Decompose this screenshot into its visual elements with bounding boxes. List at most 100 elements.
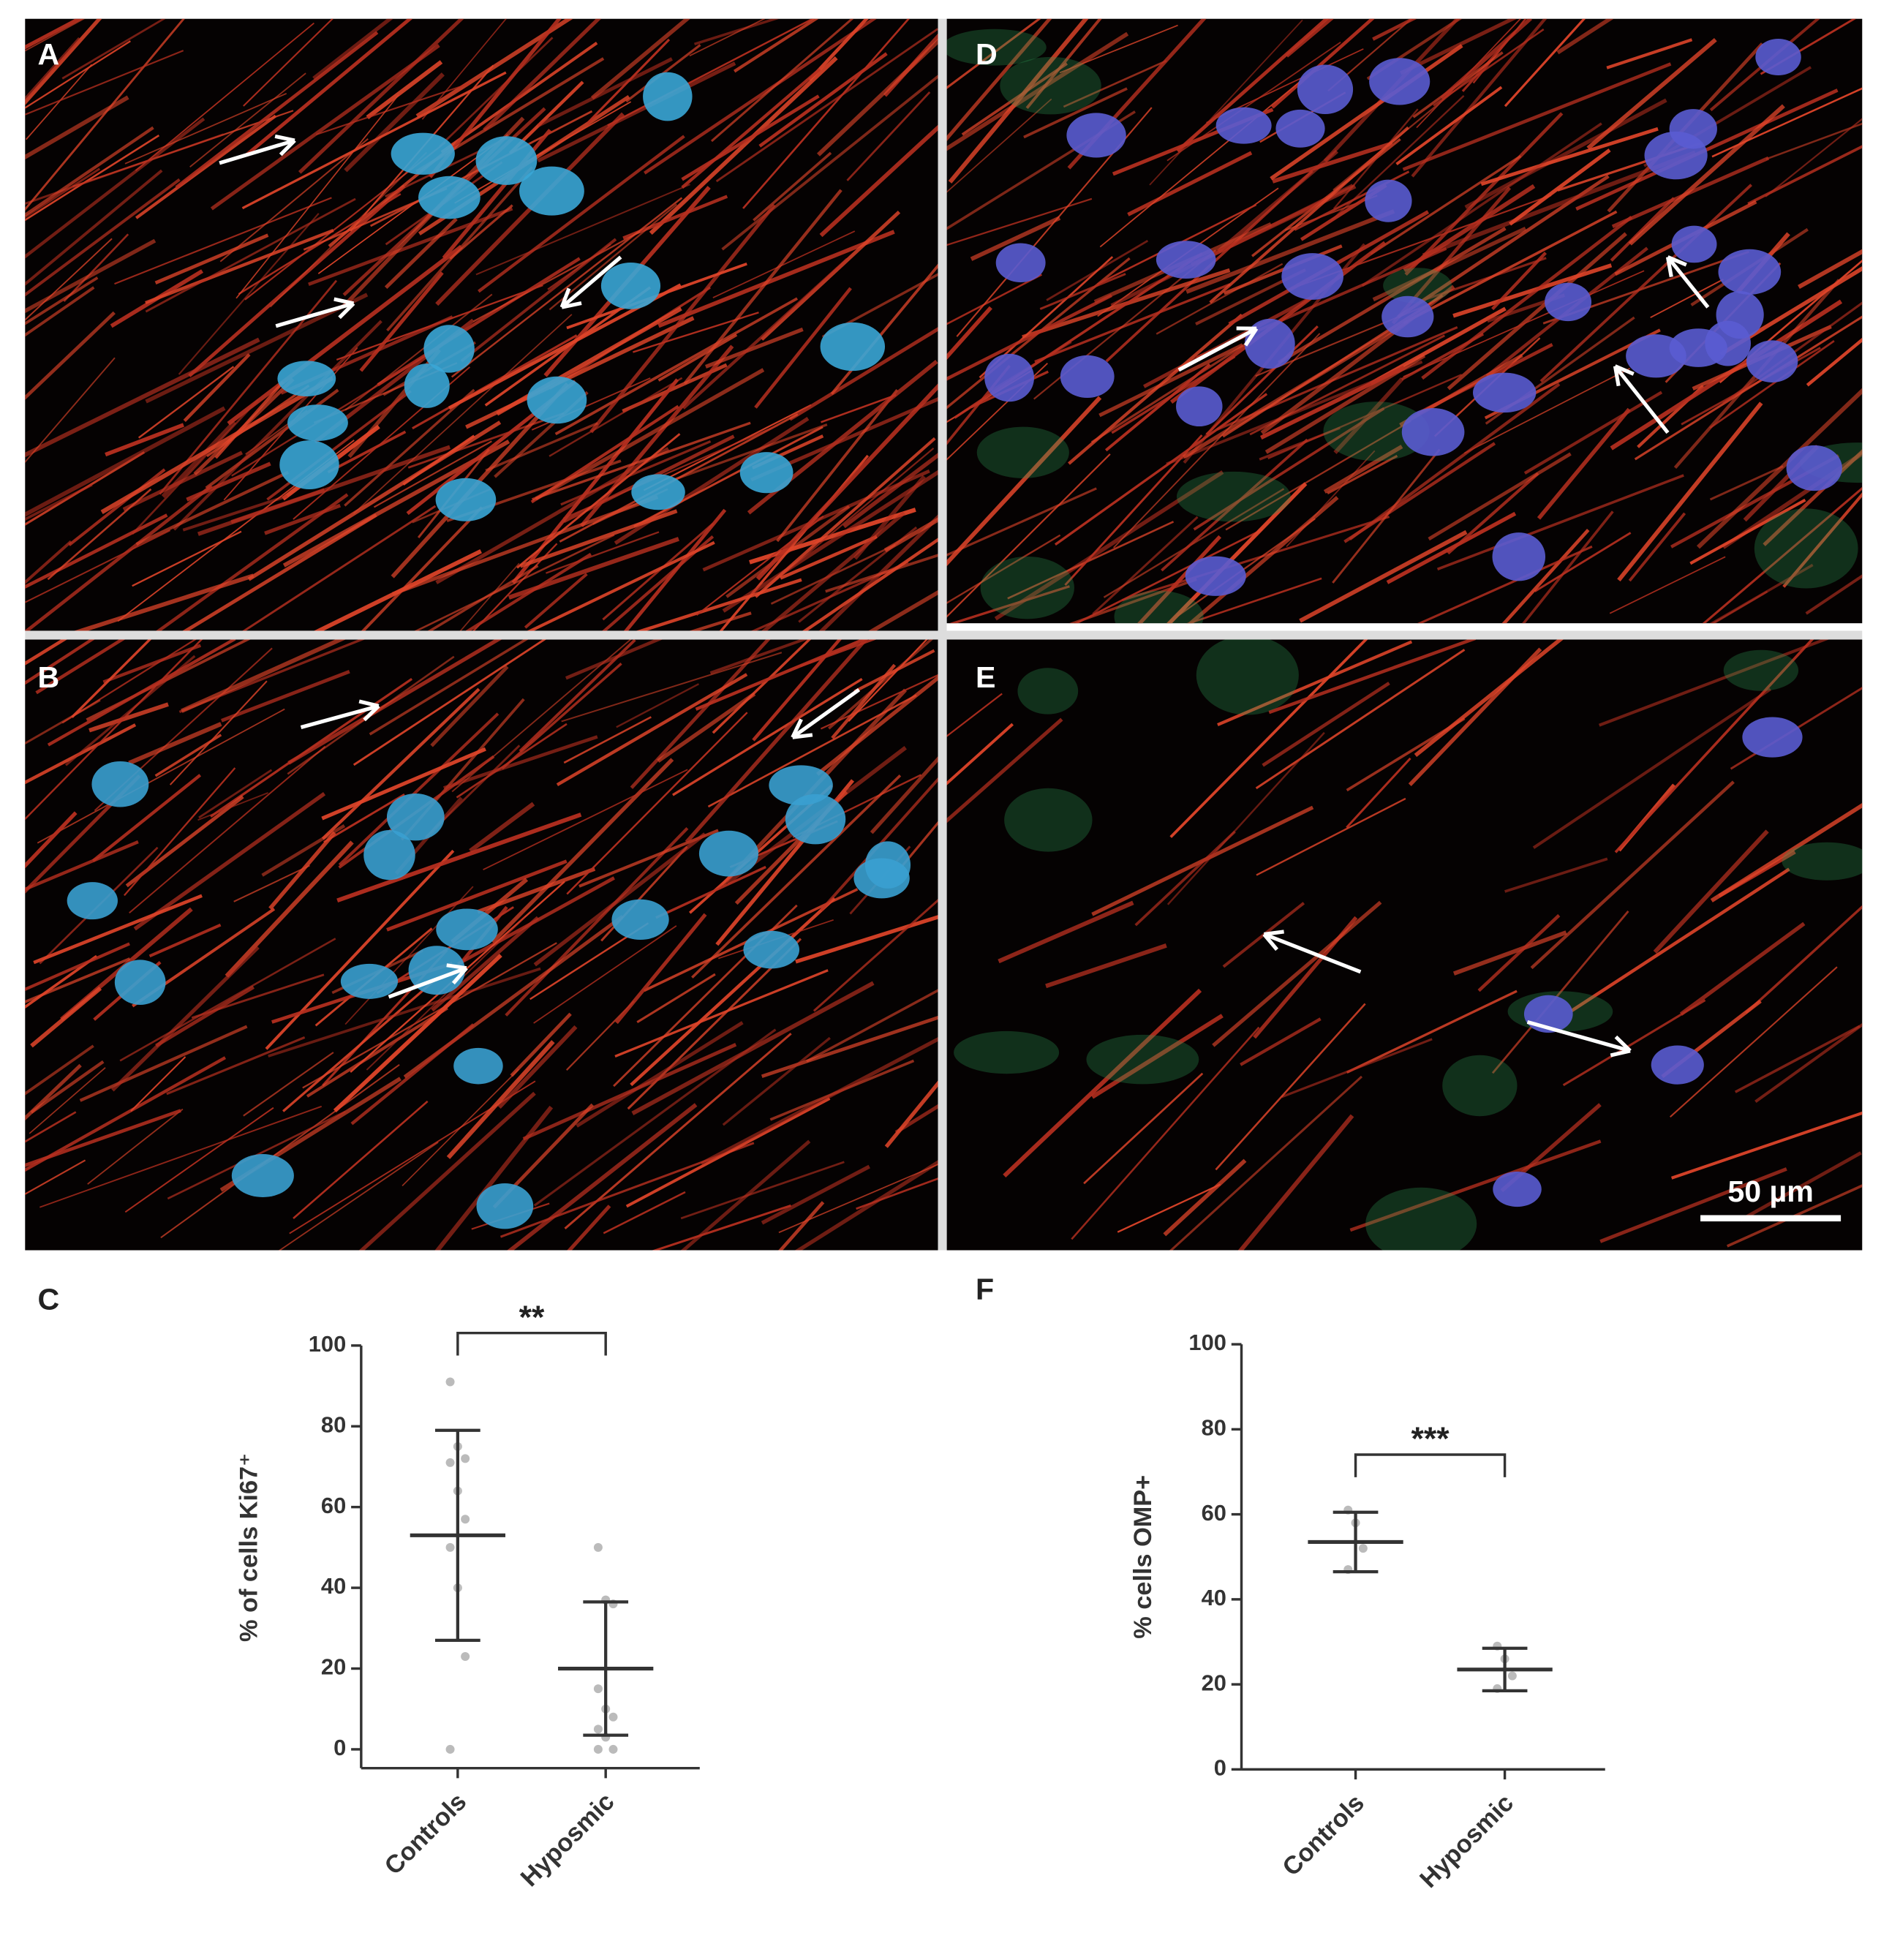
omp-signal — [1196, 639, 1299, 715]
actin-fiber — [25, 286, 95, 337]
actin-fiber — [25, 238, 157, 314]
actin-fiber — [235, 94, 399, 299]
actin-fiber — [1259, 365, 1406, 440]
actin-fiber — [1416, 18, 1522, 129]
nucleus — [1671, 225, 1717, 263]
actin-fiber — [1710, 802, 1863, 902]
arrow-head — [1243, 327, 1259, 347]
nucleus — [1786, 445, 1842, 491]
omp-signal — [1004, 788, 1093, 852]
actin-fiber — [1209, 126, 1409, 304]
actin-fiber — [110, 946, 260, 1092]
actin-fiber — [197, 792, 268, 821]
nucleus — [1545, 282, 1592, 322]
actin-fiber — [946, 717, 1063, 823]
actin-fiber — [1327, 454, 1398, 495]
actin-fiber — [1074, 528, 1263, 624]
actin-fiber — [25, 699, 101, 745]
actin-fiber — [1372, 226, 1527, 302]
actin-fiber — [1403, 210, 1618, 325]
y-axis-label: % of cells Ki67⁺ — [235, 1453, 263, 1642]
actin-fiber — [25, 126, 154, 217]
actin-fiber — [556, 673, 748, 787]
actin-fiber — [815, 675, 938, 776]
actin-fiber — [813, 899, 938, 1012]
actin-fiber — [25, 18, 86, 52]
actin-fiber — [446, 1040, 555, 1159]
nucleus — [611, 899, 669, 941]
actin-fiber — [1270, 44, 1463, 181]
nucleus — [1066, 113, 1126, 158]
arrow-shaft — [1526, 1019, 1631, 1053]
micrograph — [946, 639, 1863, 1251]
arrow — [275, 297, 355, 328]
actin-fiber — [563, 716, 652, 764]
actin-fiber — [1586, 38, 1717, 150]
actin-fiber — [1092, 516, 1199, 615]
actin-fiber — [1059, 24, 1178, 74]
data-point — [461, 1515, 470, 1524]
actin-fiber — [243, 18, 334, 107]
actin-fiber — [344, 72, 445, 173]
actin-fiber — [883, 517, 938, 553]
nucleus — [631, 474, 685, 510]
actin-fiber — [315, 83, 470, 136]
actin-fiber — [655, 865, 766, 919]
actin-fiber — [129, 745, 326, 913]
actin-fiber — [1782, 492, 1863, 588]
nucleus — [1755, 39, 1801, 76]
actin-fiber — [182, 494, 288, 532]
actin-fiber — [1570, 867, 1790, 1013]
data-point — [1507, 1671, 1517, 1681]
actin-fiber — [483, 18, 602, 132]
actin-fiber — [561, 652, 783, 723]
actin-fiber — [527, 540, 715, 631]
arrow-head — [451, 967, 468, 985]
actin-fiber — [603, 1191, 686, 1235]
actin-fiber — [430, 665, 509, 747]
actin-fiber — [221, 670, 350, 723]
nucleus — [386, 794, 445, 841]
actin-fiber — [853, 475, 926, 560]
actin-fiber — [1034, 283, 1231, 363]
nucleus — [1381, 295, 1434, 338]
actin-fiber — [1386, 511, 1517, 584]
actin-fiber — [900, 821, 938, 868]
actin-fiber — [1395, 86, 1503, 166]
actin-fiber — [580, 344, 734, 527]
arrow-head — [446, 963, 467, 970]
actin-fiber — [1463, 367, 1631, 454]
actin-fiber — [63, 233, 129, 302]
actin-fiber — [1628, 512, 1686, 582]
actin-fiber — [25, 311, 116, 400]
actin-fiber — [1401, 333, 1485, 381]
actin-fiber — [657, 333, 738, 382]
actin-fiber — [25, 357, 116, 464]
nucleus — [435, 478, 497, 521]
actin-fiber — [261, 823, 346, 877]
actin-fiber — [33, 894, 203, 965]
nucleus — [1493, 1171, 1542, 1207]
omp-signal — [1723, 649, 1799, 691]
actin-fiber — [265, 849, 455, 1050]
arrow-head — [1264, 930, 1284, 936]
actin-fiber — [750, 397, 938, 482]
actin-fiber — [25, 50, 184, 116]
actin-fiber — [630, 897, 836, 1087]
actin-fiber — [1349, 1139, 1602, 1232]
data-point — [593, 1725, 603, 1734]
data-point — [1358, 1544, 1368, 1553]
actin-fiber — [25, 18, 102, 105]
actin-fiber — [35, 639, 126, 695]
actin-fiber — [1477, 913, 1561, 992]
actin-fiber — [1670, 966, 1838, 1118]
actin-fiber — [37, 708, 285, 844]
actin-fiber — [25, 451, 146, 526]
actin-fiber — [475, 184, 690, 276]
actin-fiber — [361, 506, 483, 631]
actin-fiber — [327, 430, 407, 474]
actin-fiber — [1332, 448, 1441, 584]
actin-fiber — [614, 969, 829, 1058]
actin-fiber — [1411, 18, 1548, 178]
actin-fiber — [846, 91, 931, 181]
